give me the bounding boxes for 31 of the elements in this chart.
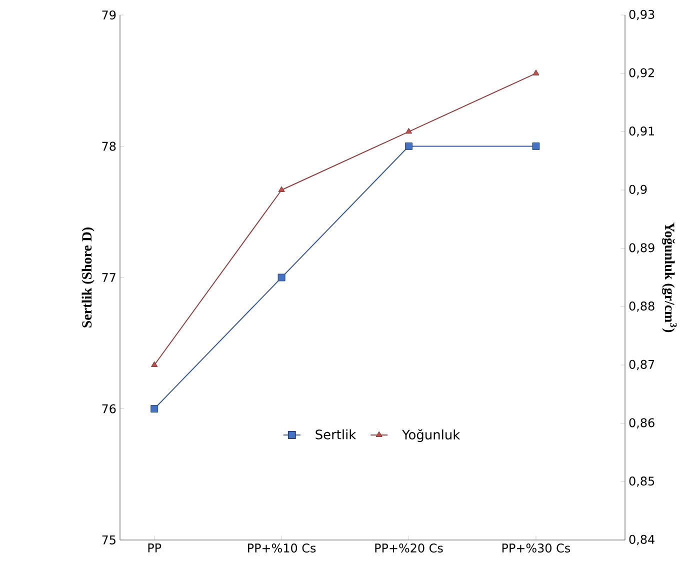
y2-tick-label: 0,84 [629,534,654,546]
y2-tick-label: 0,9 [629,184,647,196]
x-tick-label: PP+%30 Cs [502,544,570,553]
y-tick-label: 75 [102,536,116,544]
point [405,128,412,134]
point [150,405,158,412]
y2-tick-label: 0,92 [629,68,654,78]
legend-label: Yoğunluk [402,429,460,442]
y-tick-label: 77 [102,273,116,282]
y-tick-label: 79 [102,10,116,20]
x-tick-label: PP+%20 Cs [375,544,443,553]
point [532,70,540,76]
x-tick-label: PP+%10 Cs [248,544,316,553]
y-tick-label: 76 [102,404,116,414]
y-axis-title: Sertlik (Shore D) [82,228,94,328]
y2-tick-label: 0,87 [629,360,654,370]
y2-axis-title: Yoğunluk (gr/cm$^{3}$) [662,222,677,332]
point [278,186,285,192]
y2-tick-label: 0,86 [629,418,654,428]
point [278,274,286,282]
point [405,142,412,150]
legend-label: Sertlik [316,429,356,440]
point [151,361,158,367]
y2-tick-label: 0,89 [629,243,654,254]
y2-tick-label: 0,88 [629,302,654,312]
y2-tick-label: 0,85 [629,476,654,487]
y2-tick-label: 0,91 [629,126,654,137]
x-tick-label: PP [148,544,162,552]
y2-tick-label: 0,93 [629,10,654,20]
point [532,142,540,150]
y-tick-label: 78 [102,142,116,151]
